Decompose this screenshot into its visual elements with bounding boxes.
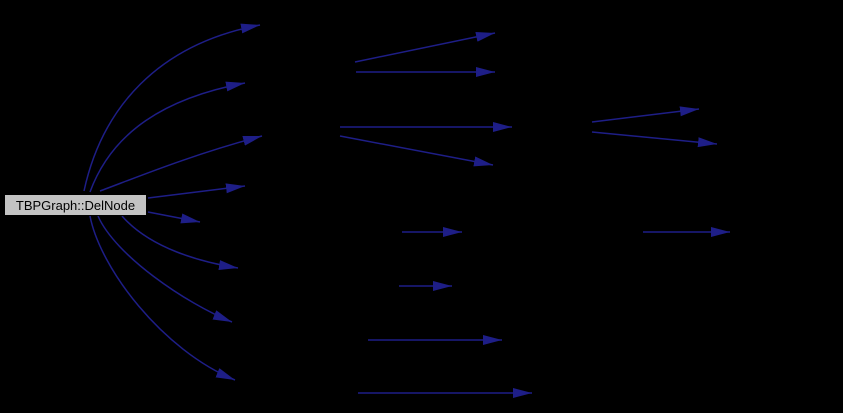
graph-edge-6 xyxy=(121,215,239,270)
graph-edge-18 xyxy=(591,131,718,148)
graph-node-root-label: TBPGraph::DelNode xyxy=(15,197,136,213)
graph-edge-17 xyxy=(591,106,700,123)
graph-edge-3 xyxy=(99,135,263,192)
graph-node-root: TBPGraph::DelNode xyxy=(4,194,147,216)
graph-edge-8 xyxy=(89,215,236,381)
graph-edge-4 xyxy=(147,183,246,199)
graph-edge-9 xyxy=(354,31,496,63)
graph-edge-2 xyxy=(89,81,246,193)
graph-edge-5 xyxy=(147,211,201,224)
graph-edge-1 xyxy=(83,23,261,192)
graph-edge-7 xyxy=(97,215,233,323)
graph-edge-12 xyxy=(339,135,494,167)
